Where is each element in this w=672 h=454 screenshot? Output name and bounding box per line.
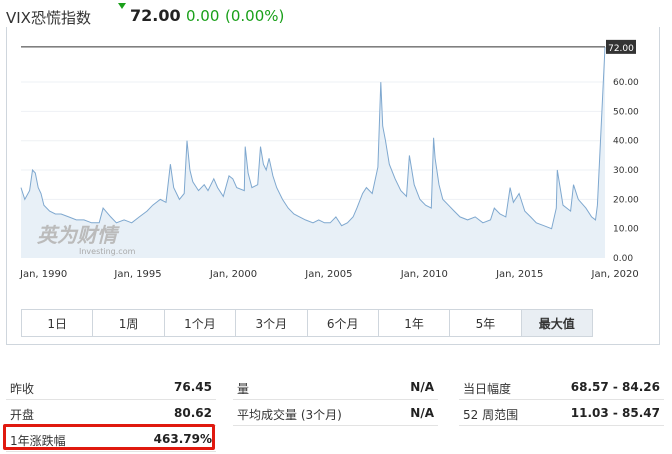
price-change: 0.00 (186, 7, 220, 25)
series-area (21, 46, 605, 259)
series-line (20, 46, 606, 230)
y-tick-label: 30.00 (613, 166, 639, 176)
stat-value: N/A (410, 406, 434, 420)
stat-label: 1年涨跌幅 (10, 434, 66, 448)
watermark-logo: 英为财情 (37, 223, 120, 247)
tab-range-7[interactable]: 最大值 (521, 310, 592, 336)
watermark-subtext: Investing.com (79, 247, 136, 256)
stats-column-3: 当日幅度 68.57 - 84.26 52 周范围 11.03 - 85.47 (459, 374, 664, 426)
price-chart[interactable]: 72.00 10.00 20.00 30.00 40.00 50.00 60.00 0.00 J… (7, 27, 659, 345)
y-tick-label: 50.00 (613, 107, 639, 117)
stat-value: 76.45 (174, 380, 212, 394)
instrument-title: VIX恐慌指数 (6, 9, 91, 27)
stat-label: 52 周范围 (463, 408, 519, 422)
x-tick-label: Jan, 2000 (209, 269, 257, 280)
x-tick-label: Jan, 2015 (495, 269, 543, 280)
stat-value: 463.79% (153, 432, 212, 446)
current-value-box (606, 39, 636, 54)
tab-range-3[interactable]: 3个月 (236, 310, 308, 336)
x-tick-label: Jan, 2010 (400, 269, 448, 280)
stat-row: 开盘 80.62 (6, 400, 216, 426)
stat-value: 80.62 (174, 406, 212, 420)
price-change-percent: (0.00%) (225, 7, 285, 25)
stat-label: 平均成交量 (3个月) (237, 408, 342, 422)
last-price: 72.00 (130, 6, 181, 25)
stat-row: 量 N/A (233, 374, 438, 400)
stat-row: 1年涨跌幅 463.79% (6, 426, 216, 452)
stat-label: 开盘 (10, 408, 35, 422)
stat-label: 当日幅度 (463, 382, 512, 396)
tab-range-6[interactable]: 5年 (450, 310, 522, 336)
stat-value: N/A (410, 380, 434, 394)
y-tick-label: 20.00 (613, 195, 639, 205)
price-up-arrow-icon (118, 3, 126, 9)
tab-range-2[interactable]: 1个月 (165, 310, 237, 336)
y-tick-label: 10.00 (613, 225, 639, 235)
stat-label: 量 (237, 382, 250, 396)
y-tick-label: 60.00 (613, 78, 639, 88)
time-range-tabs: 1日 1周 1个月 3个月 6个月 1年 5年 最大值 (21, 309, 593, 337)
x-tick-label: Jan, 2020 (591, 269, 639, 280)
tab-range-0[interactable]: 1日 (22, 310, 94, 336)
stat-row: 平均成交量 (3个月) N/A (233, 400, 438, 426)
stat-label: 昨收 (10, 382, 35, 396)
stats-column-2: 量 N/A 平均成交量 (3个月) N/A (233, 374, 438, 426)
y-tick-label: 40.00 (613, 137, 639, 147)
current-value-label: 72.00 (608, 44, 634, 54)
stat-row: 当日幅度 68.57 - 84.26 (459, 374, 664, 400)
x-tick-label: Jan, 2005 (304, 269, 352, 280)
stat-row: 昨收 76.45 (6, 374, 216, 400)
stat-row: 52 周范围 11.03 - 85.47 (459, 400, 664, 426)
tab-range-4[interactable]: 6个月 (308, 310, 379, 336)
quote-header: VIX恐慌指数 72.00 0.00 (0.00%) (6, 0, 666, 30)
y-tick-label: 0.00 (613, 254, 633, 264)
stat-value: 68.57 - 84.26 (570, 380, 660, 394)
chart-panel: 72.00 10.00 20.00 30.00 40.00 50.00 60.00 0.00 J… (6, 27, 660, 345)
stat-value: 11.03 - 85.47 (570, 406, 660, 420)
tab-range-5[interactable]: 1年 (379, 310, 451, 336)
highlight-box (3, 424, 215, 450)
x-tick-label: Jan, 1990 (19, 269, 67, 280)
tab-range-1[interactable]: 1周 (93, 310, 165, 336)
x-tick-label: Jan, 1995 (113, 269, 161, 280)
